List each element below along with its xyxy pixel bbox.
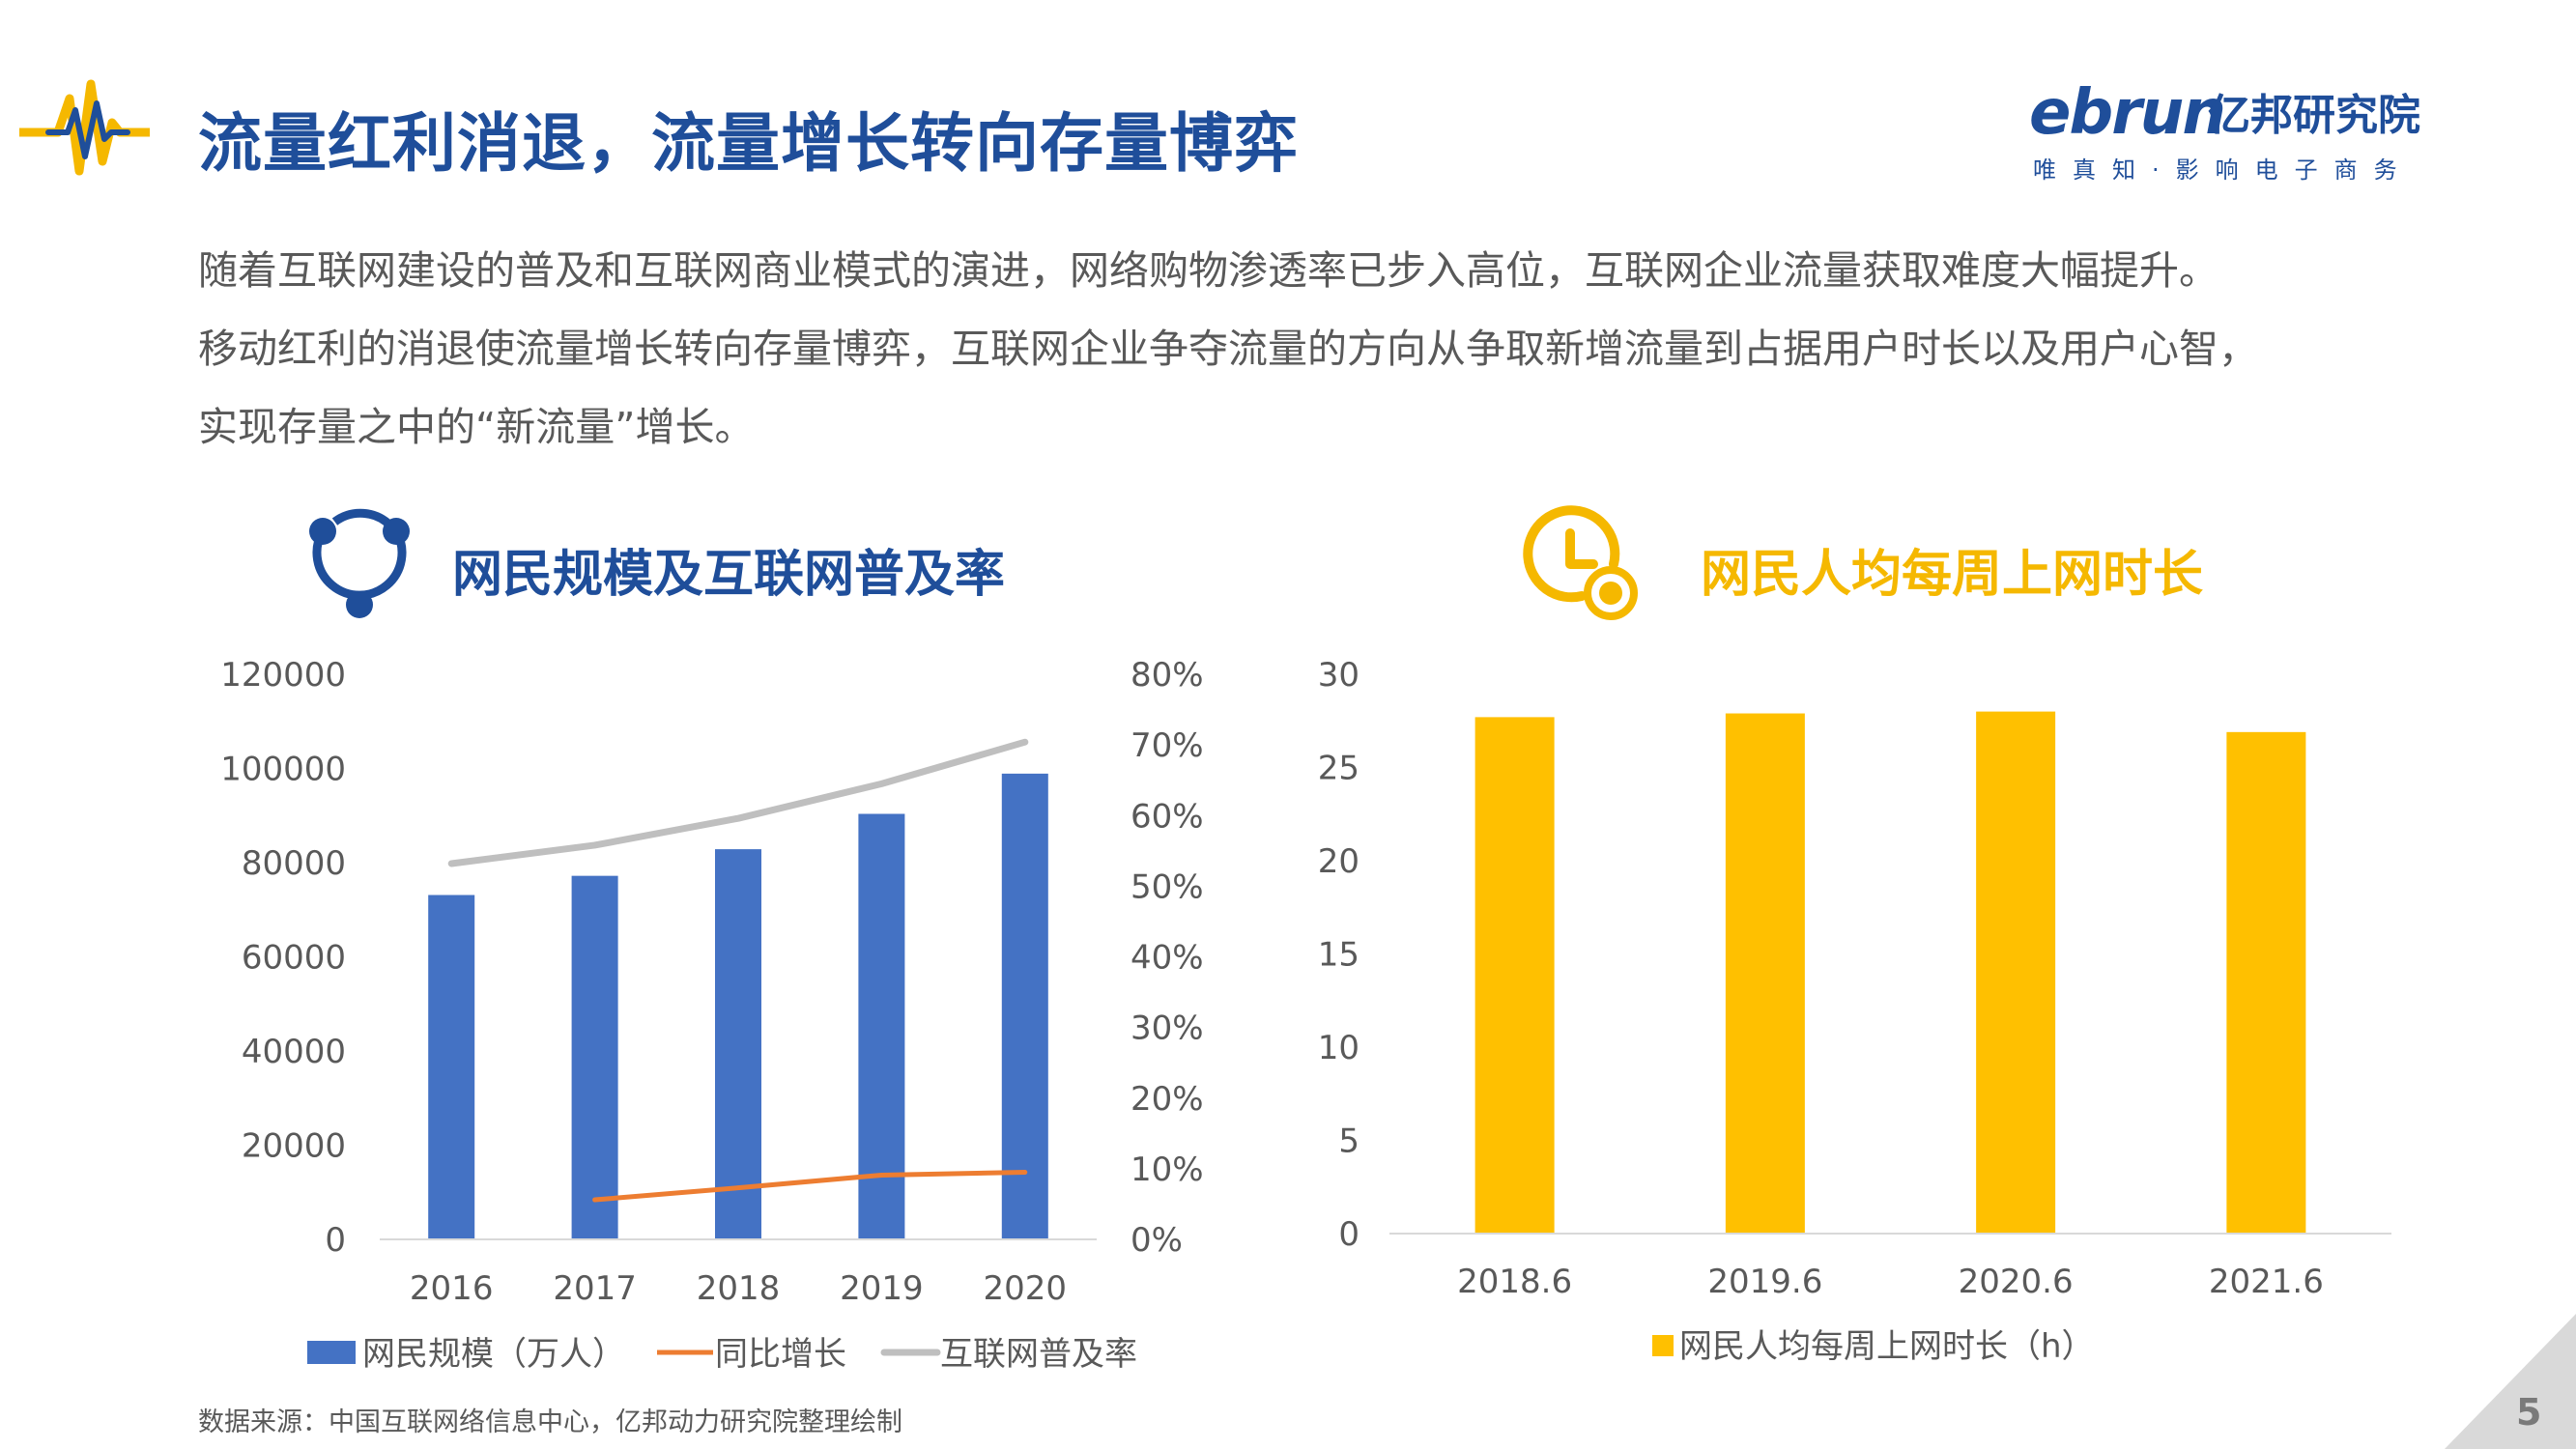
bar [428, 895, 475, 1239]
y-tick-label: 0 [1338, 1215, 1360, 1254]
legend-label: 同比增长 [715, 1335, 846, 1374]
y-right-tick-label: 60% [1131, 797, 1204, 836]
legend-label: 互联网普及率 [940, 1335, 1137, 1374]
x-tick-label: 2016 [410, 1269, 494, 1308]
bar [858, 813, 905, 1239]
y-tick-label: 15 [1318, 936, 1360, 975]
corner-decoration [2445, 1314, 2576, 1449]
network-share-icon [309, 508, 410, 618]
brand-logo: ebrun 亿邦研究院 唯真知·影响电子商务 [2029, 79, 2435, 185]
legend-swatch [1652, 1335, 1674, 1356]
y-right-tick-label: 40% [1131, 939, 1204, 978]
page-title: 流量红利消退，流量增长转向存量博弈 [198, 106, 1299, 181]
y-right-tick-label: 80% [1131, 656, 1204, 695]
brand-slogan: 唯真知·影响电子商务 [2033, 156, 2414, 184]
pulse-line-icon [19, 79, 150, 176]
series-line [447, 738, 1029, 867]
x-tick-label: 2020.6 [1959, 1263, 2074, 1301]
y-right-tick-label: 50% [1131, 867, 1204, 906]
intro-line: 实现存量之中的“新流量”增长。 [198, 404, 755, 450]
y-tick-label: 20 [1318, 842, 1360, 881]
y-left-tick-label: 80000 [242, 844, 346, 883]
clock-coin-icon [1523, 505, 1638, 620]
x-tick-label: 2021.6 [2209, 1263, 2324, 1301]
intro-paragraph: 随着互联网建设的普及和互联网商业模式的演进，网络购物渗透率已步入高位，互联网企业… [198, 232, 2449, 467]
y-left-tick-label: 60000 [242, 939, 346, 978]
data-source-note: 数据来源：中国互联网络信息中心，亿邦动力研究院整理绘制 [198, 1407, 902, 1437]
bar [715, 849, 761, 1239]
bar [1474, 717, 1555, 1234]
x-tick-label: 2019 [840, 1269, 924, 1308]
y-tick-label: 25 [1318, 750, 1360, 788]
bar [571, 875, 618, 1239]
y-right-tick-label: 30% [1131, 1009, 1204, 1048]
x-tick-label: 2018 [697, 1269, 781, 1308]
y-tick-label: 5 [1338, 1122, 1360, 1161]
intro-line: 随着互联网建设的普及和互联网商业模式的演进，网络购物渗透率已步入高位，互联网企业… [198, 247, 2218, 294]
y-tick-label: 10 [1318, 1029, 1360, 1067]
page-number: 5 [2516, 1391, 2542, 1434]
left-section-title: 网民规模及互联网普及率 [452, 546, 1006, 604]
y-left-tick-label: 100000 [220, 751, 346, 789]
right-section-title: 网民人均每周上网时长 [1701, 546, 2204, 604]
legend-label: 网民规模（万人） [362, 1335, 625, 1374]
x-tick-label: 2020 [984, 1269, 1068, 1308]
y-right-tick-label: 70% [1131, 726, 1204, 765]
x-tick-label: 2019.6 [1707, 1263, 1822, 1301]
intro-line: 移动红利的消退使流量增长转向存量博弈，互联网企业争夺流量的方向从争取新增流量到占… [198, 326, 2258, 372]
y-right-tick-label: 20% [1131, 1080, 1204, 1119]
bar [2226, 731, 2306, 1234]
bar [1725, 713, 1805, 1234]
y-left-tick-label: 120000 [220, 656, 346, 695]
y-left-tick-label: 20000 [242, 1127, 346, 1166]
x-tick-label: 2017 [553, 1269, 637, 1308]
legend-swatch [307, 1341, 356, 1364]
bar [1001, 773, 1048, 1239]
y-left-tick-label: 40000 [242, 1033, 346, 1071]
bar [1976, 711, 2056, 1234]
x-tick-label: 2018.6 [1457, 1263, 1572, 1301]
brand-name-en: ebrun [2029, 77, 2226, 149]
y-right-tick-label: 10% [1131, 1151, 1204, 1189]
y-tick-label: 30 [1318, 656, 1360, 695]
legend-label: 网民人均每周上网时长（h） [1679, 1327, 2095, 1366]
brand-name-cn: 亿邦研究院 [2208, 91, 2420, 140]
y-right-tick-label: 0% [1131, 1221, 1183, 1260]
series-line [592, 1170, 1028, 1203]
y-left-tick-label: 0 [325, 1221, 346, 1260]
